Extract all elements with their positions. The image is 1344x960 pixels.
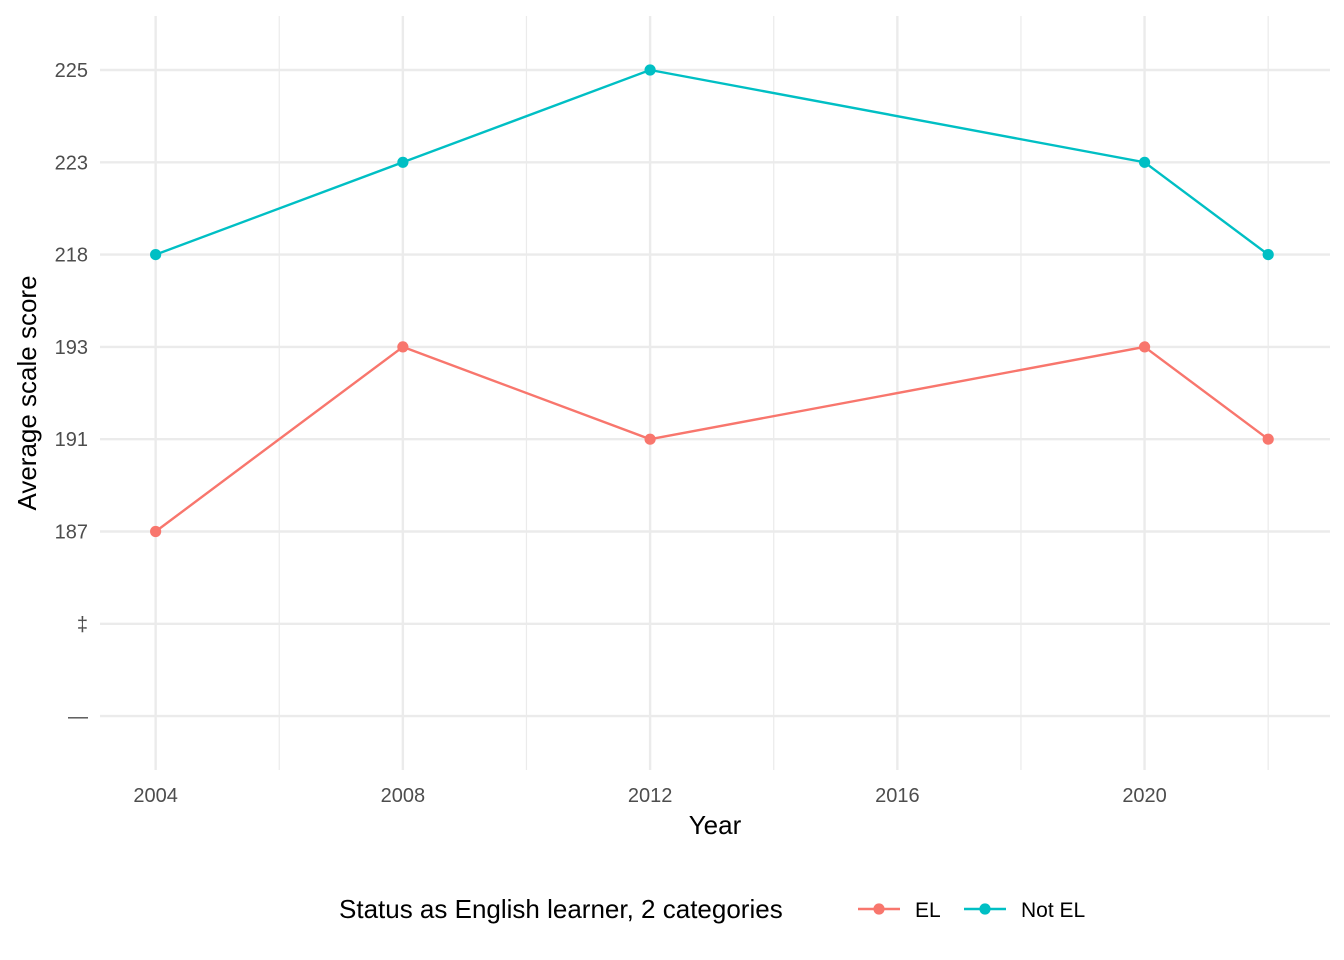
legend-item-el: EL <box>858 899 941 922</box>
y-tick-label: 191 <box>55 429 88 451</box>
data-point <box>1138 341 1151 353</box>
y-tick-label: 193 <box>55 337 88 359</box>
legend-label: EL <box>915 899 941 922</box>
y-axis-title: Average scale score <box>12 275 42 510</box>
y-tick-label: 187 <box>55 522 88 544</box>
y-tick-label: ‡ <box>77 614 88 636</box>
data-point <box>150 249 162 261</box>
data-point <box>397 341 409 353</box>
legend-key-point <box>873 903 885 915</box>
major-gridlines <box>100 16 1330 770</box>
x-tick-label: 2016 <box>875 785 920 807</box>
x-axis-title: Year <box>689 810 742 840</box>
x-tick-label: 2004 <box>133 785 178 807</box>
x-tick-label: 2008 <box>381 785 426 807</box>
data-point <box>1138 156 1151 168</box>
y-axis-ticks: — ‡ 187 191 193 218 223 225 <box>55 60 88 728</box>
minor-gridlines <box>278 16 1269 770</box>
y-tick-label: 218 <box>55 245 88 267</box>
legend-item-not-el: Not EL <box>964 899 1085 922</box>
legend-items: EL Not EL <box>858 899 1085 922</box>
legend-key-point <box>979 903 991 915</box>
data-point <box>1262 433 1274 445</box>
x-axis-ticks: 2004 2008 2012 2016 2020 <box>133 785 1166 807</box>
data-point <box>1262 249 1274 261</box>
series-layer <box>150 64 1274 538</box>
y-tick-label: 223 <box>55 152 88 174</box>
legend: Status as English learner, 2 categories … <box>339 894 1085 924</box>
legend-label: Not EL <box>1021 899 1085 922</box>
x-tick-label: 2012 <box>628 785 673 807</box>
data-point <box>150 525 162 538</box>
y-tick-label: 225 <box>55 60 88 82</box>
x-tick-label: 2020 <box>1122 785 1167 807</box>
data-point <box>644 433 656 445</box>
data-point <box>644 64 656 76</box>
data-point <box>397 156 409 168</box>
legend-title: Status as English learner, 2 categories <box>339 894 783 924</box>
y-tick-label: — <box>68 706 88 728</box>
